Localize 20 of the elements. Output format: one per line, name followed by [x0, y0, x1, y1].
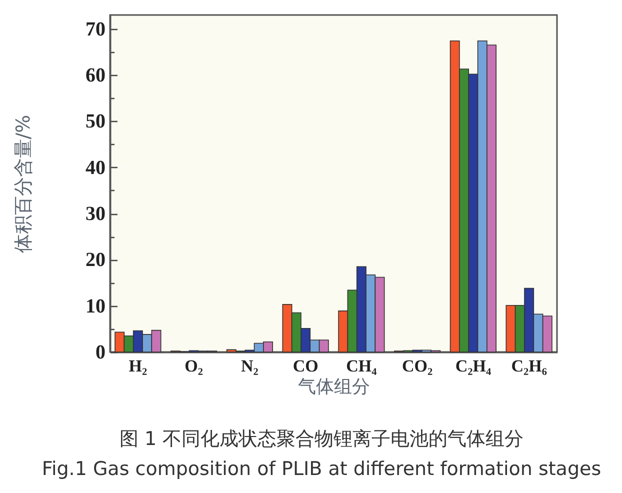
y-tick-label: 0 [96, 342, 106, 364]
x-tick-label: N₂ [241, 356, 258, 376]
x-tick-label: CH₄ [346, 356, 377, 376]
x-tick-label: C₂H₆ [511, 356, 547, 376]
caption: Fig.1 Gas composition of PLIB at different formation stages [42, 458, 602, 480]
y-axis-title: 体积百分含量/% [12, 114, 34, 254]
y-tick-label: 20 [86, 249, 106, 272]
y-tick-label: 40 [86, 156, 106, 179]
x-tick-label: H₂ [128, 356, 148, 376]
x-axis-title: 气体组分 [298, 376, 370, 398]
x-tick-label: O₂ [184, 356, 203, 376]
y-tick-label: 50 [86, 110, 106, 133]
caption: 图 1 不同化成状态聚合物锂离子电池的气体组分 [119, 428, 524, 450]
x-tick-label: C₂H₄ [455, 356, 492, 376]
y-tick-label: 10 [86, 295, 106, 318]
y-tick-label: 30 [86, 203, 106, 226]
y-tick-label: 60 [86, 64, 106, 87]
x-tick-label: CO₂ [402, 356, 433, 376]
y-tick-label: 70 [86, 18, 106, 40]
x-tick-label: CO [292, 356, 318, 376]
